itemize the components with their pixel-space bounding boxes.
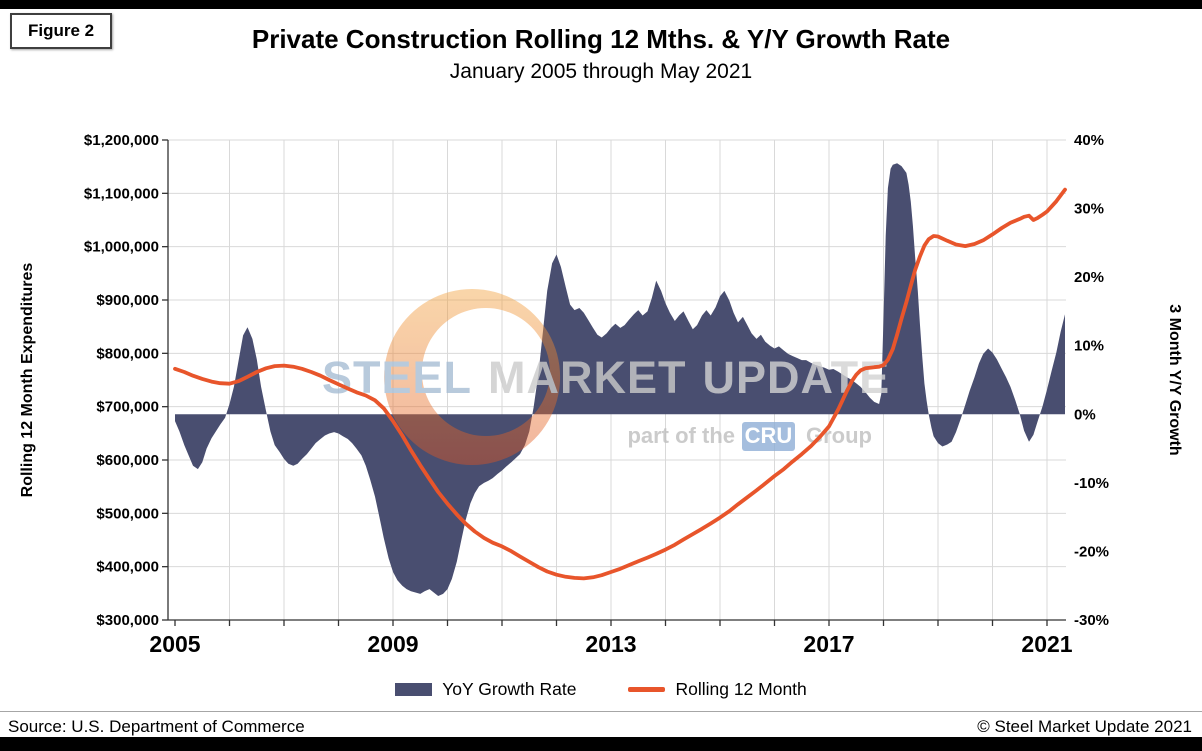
watermark-cru-text: CRU bbox=[745, 423, 793, 448]
watermark: STEEL MARKET UPDATE part of the CRU Group bbox=[322, 289, 890, 465]
smu-logo-swoosh-icon bbox=[384, 289, 561, 465]
bottom-border-bar bbox=[0, 737, 1202, 751]
source-text: Source: U.S. Department of Commerce bbox=[8, 717, 305, 736]
watermark-tagline-prefix: part of the bbox=[627, 423, 735, 448]
svg-text:$600,000: $600,000 bbox=[96, 452, 159, 469]
page-title: Private Construction Rolling 12 Mths. & … bbox=[251, 24, 951, 54]
rolling-12-month-swatch-icon bbox=[628, 687, 666, 692]
svg-text:2021: 2021 bbox=[1021, 631, 1072, 657]
watermark-text: STEEL MARKET UPDATE bbox=[322, 352, 890, 403]
yoy-growth-area-series bbox=[175, 163, 1065, 597]
svg-text:-10%: -10% bbox=[1074, 475, 1109, 492]
yoy-growth-swatch-icon bbox=[395, 683, 433, 696]
legend-item-yoy-growth: YoY Growth Rate bbox=[395, 679, 576, 700]
svg-text:2013: 2013 bbox=[585, 631, 636, 657]
legend-item-rolling-12-month: Rolling 12 Month bbox=[628, 679, 807, 700]
svg-text:$1,200,000: $1,200,000 bbox=[84, 132, 159, 149]
legend: YoY Growth Rate Rolling 12 Month bbox=[0, 679, 1202, 700]
axes bbox=[162, 139, 1066, 626]
copyright-text: © Steel Market Update 2021 bbox=[977, 717, 1192, 736]
svg-text:$700,000: $700,000 bbox=[96, 399, 159, 416]
svg-text:30%: 30% bbox=[1074, 201, 1104, 218]
svg-text:2005: 2005 bbox=[149, 631, 200, 657]
svg-text:$500,000: $500,000 bbox=[96, 505, 159, 522]
svg-text:$1,000,000: $1,000,000 bbox=[84, 239, 159, 256]
legend-label-rolling-12-month: Rolling 12 Month bbox=[675, 679, 807, 699]
footer-divider bbox=[0, 711, 1202, 712]
svg-text:20%: 20% bbox=[1074, 269, 1104, 286]
legend-label-yoy-growth: YoY Growth Rate bbox=[442, 679, 577, 699]
rolling-12-month-line-series bbox=[173, 187, 1067, 581]
svg-text:10%: 10% bbox=[1074, 338, 1104, 355]
axis-tick-labels: $1,200,000 $1,100,000 $1,000,000 $900,000 $8… bbox=[84, 132, 1109, 657]
svg-text:0%: 0% bbox=[1074, 406, 1096, 423]
svg-text:40%: 40% bbox=[1074, 132, 1104, 149]
figure-label-text: Figure 2 bbox=[28, 21, 95, 40]
watermark-tagline-suffix: Group bbox=[806, 423, 872, 448]
svg-text:$800,000: $800,000 bbox=[96, 345, 159, 362]
cru-logo-box bbox=[742, 422, 795, 451]
figure-label: Figure 2 bbox=[10, 13, 113, 49]
svg-text:$900,000: $900,000 bbox=[96, 292, 159, 309]
svg-text:2009: 2009 bbox=[367, 631, 418, 657]
svg-text:-30%: -30% bbox=[1074, 612, 1109, 629]
svg-text:$1,100,000: $1,100,000 bbox=[84, 185, 159, 202]
footer: Source: U.S. Department of Commerce © St… bbox=[8, 717, 1192, 737]
svg-text:-20%: -20% bbox=[1074, 543, 1109, 560]
page-subtitle: January 2005 through May 2021 bbox=[449, 60, 753, 83]
svg-text:$400,000: $400,000 bbox=[96, 559, 159, 576]
svg-text:$300,000: $300,000 bbox=[96, 612, 159, 629]
svg-text:2017: 2017 bbox=[803, 631, 854, 657]
top-border-bar bbox=[0, 0, 1202, 9]
